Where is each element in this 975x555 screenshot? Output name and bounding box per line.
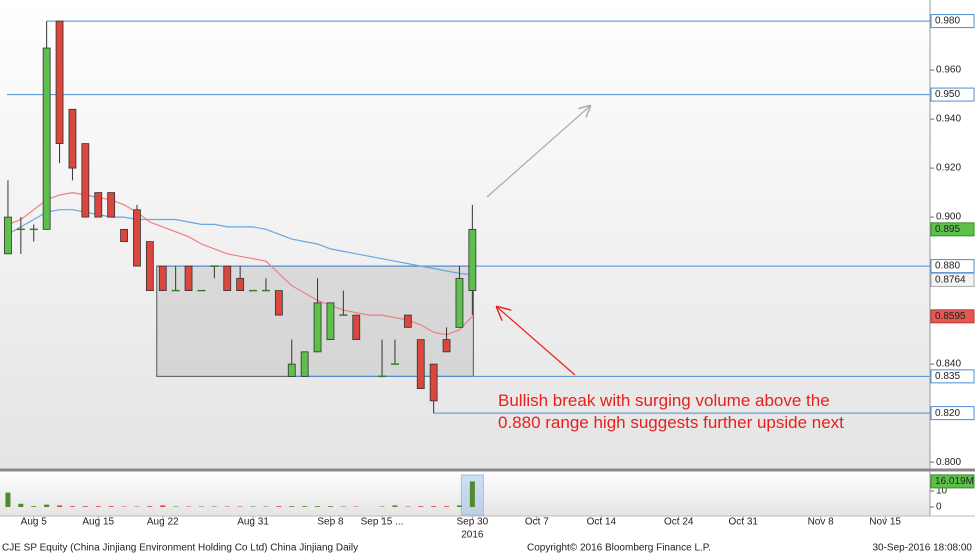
level-label-box: [930, 87, 975, 102]
footer-right: 30-Sep-2016 18:08:00: [872, 543, 972, 554]
volume-bar: [18, 503, 24, 508]
level-label: 0.980: [935, 16, 960, 27]
footer-center: Copyright© 2016 Bloomberg Finance L.P.: [527, 543, 711, 554]
annotation: Bullish break with surging volume above …: [498, 391, 830, 410]
level-label: 0.880: [935, 261, 960, 272]
candle-body: [81, 143, 90, 218]
price-panel: [0, 0, 930, 469]
y-tick-label: 0.900: [936, 212, 961, 223]
annotation-arrow: [497, 307, 576, 376]
candle-body: [4, 216, 12, 255]
volume-bar: [302, 506, 308, 508]
volume-bar: [95, 506, 101, 508]
volume-bar: [147, 506, 153, 508]
x-tick-label: Nov 8: [808, 517, 835, 528]
volume-bar: [31, 506, 37, 508]
last-close-label: 0.895: [935, 224, 960, 235]
candle-body: [326, 302, 335, 341]
x-tick-label: Sep 8: [317, 517, 344, 528]
volume-last-label-box: [930, 474, 975, 489]
candle-body: [42, 47, 51, 230]
candle-body: [107, 192, 116, 218]
volume-bar: [69, 506, 75, 508]
volume-bar: [108, 506, 114, 508]
volume-bar: [57, 505, 63, 508]
x-tick-label: Nov 15: [869, 517, 901, 528]
volume-bar: [418, 506, 424, 508]
y-tick-label: 0: [936, 502, 942, 513]
candle-body: [429, 363, 438, 402]
level-label-box: [930, 259, 975, 274]
candle-body: [55, 20, 64, 144]
level-label-box: [930, 406, 975, 421]
year-label: 2016: [461, 530, 484, 541]
x-tick-label: Oct 7: [525, 517, 549, 528]
candle-body: [468, 228, 477, 292]
y-tick-label: 0.920: [936, 163, 961, 174]
candle-body: [236, 277, 245, 292]
volume-bar: [444, 506, 450, 508]
ma-label-box: [930, 309, 975, 324]
ma-label: 0.8595: [935, 311, 966, 322]
level-label: 0.820: [935, 408, 960, 419]
candle-body: [145, 241, 154, 292]
candle-body: [352, 314, 361, 341]
ma-label: 0.8764: [935, 275, 966, 286]
candle-body: [184, 265, 193, 292]
candle-body: [120, 228, 128, 242]
volume-panel: [0, 471, 930, 516]
candle-body: [158, 265, 167, 292]
candle-body: [133, 209, 141, 267]
projection-arrow: [486, 106, 590, 198]
candle-body: [94, 192, 103, 218]
candle-body: [455, 277, 464, 328]
volume-bar: [289, 506, 295, 508]
x-tick-label: Aug 5: [21, 517, 48, 528]
x-tick-label: Oct 24: [664, 517, 694, 528]
volume-bar: [456, 505, 462, 508]
volume-bar: [44, 504, 50, 508]
level-label-box: [930, 369, 975, 384]
y-tick-label: 0.960: [936, 65, 961, 76]
candle-body: [416, 339, 425, 390]
volume-bar: [5, 492, 11, 508]
x-tick-label: Oct 31: [729, 517, 759, 528]
last-close-label-box: [930, 222, 975, 237]
x-tick-label: Aug 31: [237, 517, 269, 528]
footer-left: CJE SP Equity (China Jinjiang Environmen…: [2, 543, 358, 554]
annotation: 0.880 range high suggests further upside…: [498, 413, 844, 432]
candle-body: [223, 265, 232, 292]
volume-bar: [431, 506, 437, 508]
candle-body: [287, 363, 296, 377]
volume-bar: [469, 481, 475, 508]
volume-bar: [315, 506, 321, 508]
volume-bar: [160, 505, 166, 508]
x-tick-label: Aug 22: [147, 517, 179, 528]
x-tick-label: Aug 15: [82, 517, 114, 528]
candle-body: [313, 302, 322, 353]
volume-bar: [82, 506, 88, 508]
candle-body: [68, 108, 77, 169]
y-tick-label: 0.840: [936, 359, 961, 370]
y-tick-label: 0.940: [936, 114, 961, 125]
candle-body: [403, 314, 412, 328]
candle-body: [300, 351, 309, 377]
volume-last-label: 16.019M: [935, 476, 974, 487]
volume-bar: [327, 506, 333, 508]
x-tick-label: Sep 15 ...: [361, 517, 404, 528]
x-tick-label: Oct 14: [587, 517, 617, 528]
candle-body: [274, 290, 283, 316]
ma-label-box: [930, 272, 975, 287]
level-label: 0.835: [935, 371, 960, 382]
y-tick-label: 10: [936, 486, 948, 497]
candle-body: [442, 339, 451, 353]
x-tick-label: Sep 30: [456, 517, 488, 528]
level-label-box: [930, 14, 975, 29]
volume-bar: [392, 505, 398, 508]
y-tick-label: 0.800: [936, 457, 961, 468]
volume-bar: [276, 506, 282, 508]
level-label: 0.950: [935, 89, 960, 100]
